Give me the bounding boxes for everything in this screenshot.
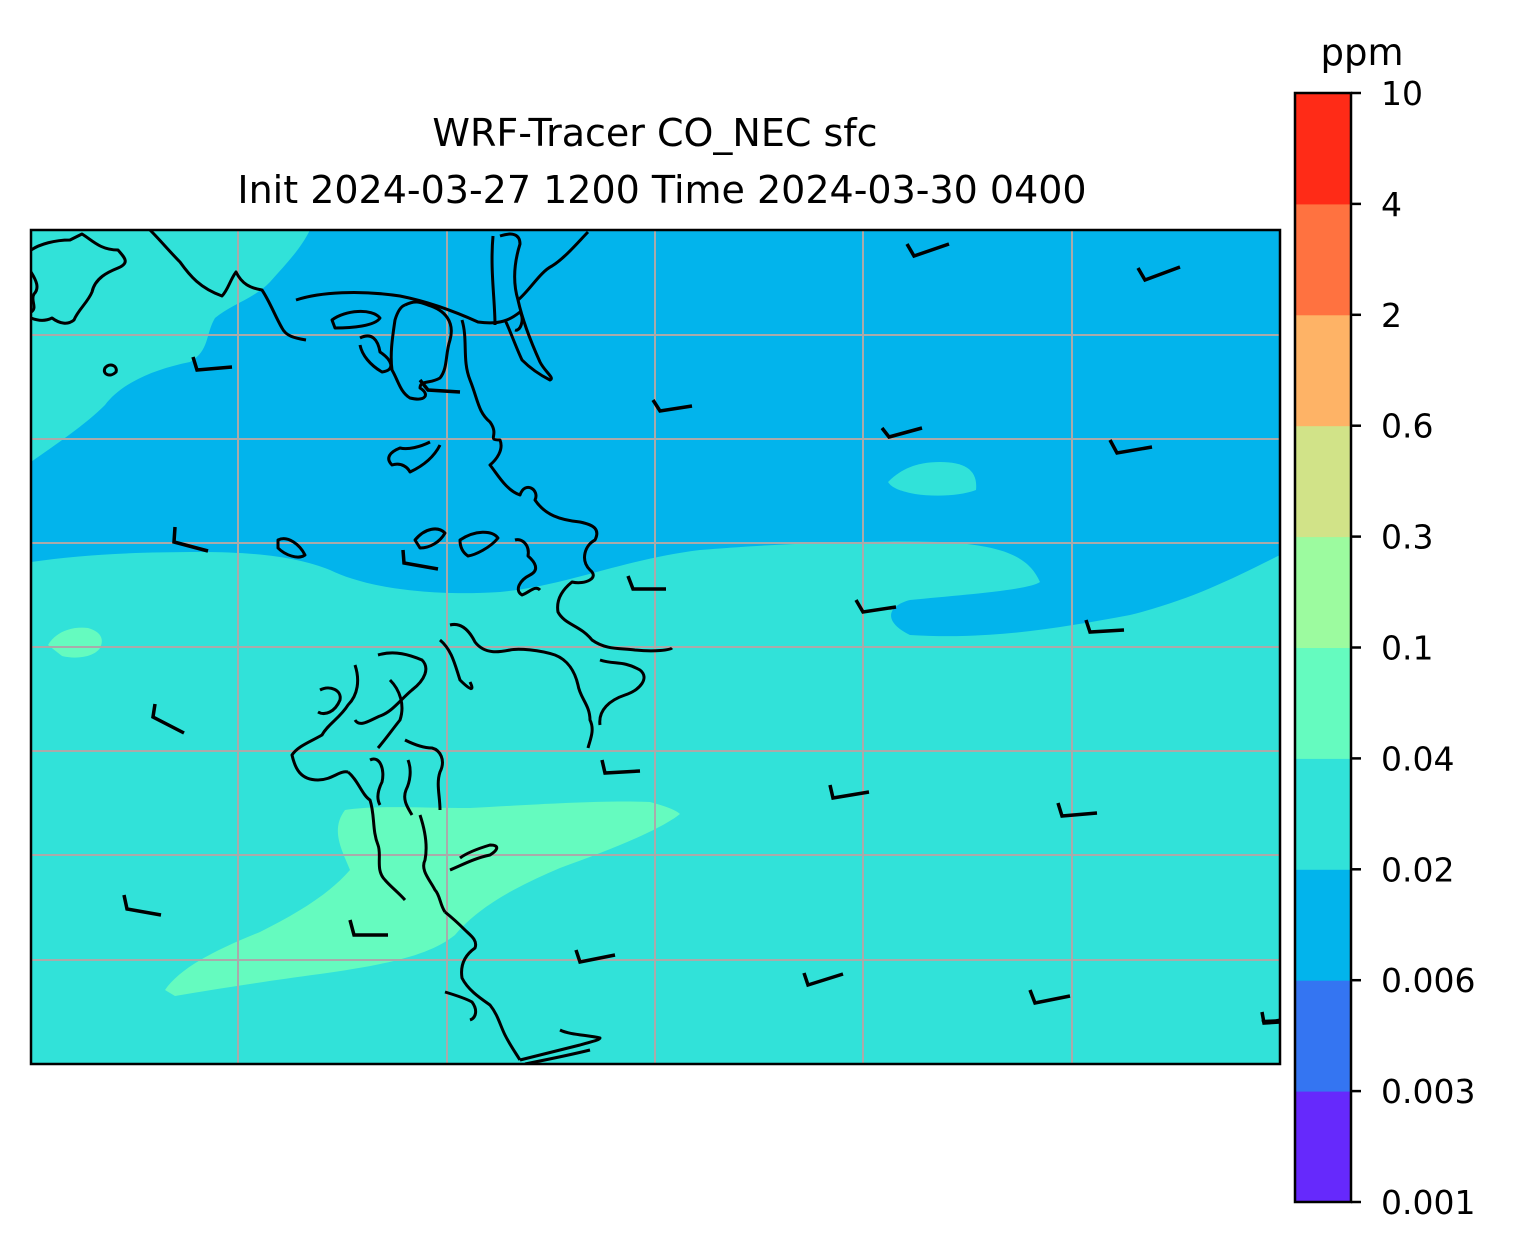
coastline-islet-2 bbox=[102, 363, 118, 377]
coastline-north-mainland bbox=[31, 232, 127, 325]
coastline-south-peninsula bbox=[438, 638, 474, 690]
colorbar-band bbox=[1295, 425, 1351, 538]
coastline-inlet-3 bbox=[418, 814, 447, 913]
colorbar-band bbox=[1295, 980, 1351, 1092]
coastline-inlet-2 bbox=[403, 759, 414, 816]
coastline-islet-1 bbox=[330, 310, 382, 330]
map-panel bbox=[31, 230, 1280, 1064]
colorbar-tick-label: 4 bbox=[1381, 185, 1402, 224]
coastline-fjord-3 bbox=[317, 686, 342, 715]
colorbar-band bbox=[1295, 536, 1351, 648]
colorbar-tick-label: 0.1 bbox=[1381, 629, 1433, 668]
small-patch-west bbox=[48, 627, 102, 658]
wind-barb bbox=[1084, 619, 1125, 634]
title-line-1: WRF-Tracer CO_NEC sfc bbox=[432, 111, 877, 155]
coastline-cape bbox=[519, 1028, 602, 1062]
coastline-islet-5 bbox=[276, 537, 307, 559]
wind-barb bbox=[172, 526, 209, 553]
wind-barb bbox=[651, 399, 693, 413]
map-frame bbox=[29, 228, 1282, 1066]
colorbar-band bbox=[1295, 203, 1351, 316]
coastlines bbox=[31, 230, 1280, 1064]
wind-barb bbox=[122, 894, 162, 917]
colorbar-band bbox=[1295, 758, 1351, 870]
wind-barb bbox=[880, 426, 923, 439]
coastline-fjord-1 bbox=[353, 651, 428, 725]
coastline-river-1 bbox=[490, 235, 497, 326]
wind-barb bbox=[418, 378, 461, 394]
coastline-fjord-4 bbox=[376, 678, 404, 749]
colorbar-tick-label: 0.6 bbox=[1381, 407, 1433, 446]
wind-barb bbox=[348, 919, 388, 937]
wind-barb bbox=[191, 356, 233, 372]
coastline-channel-main bbox=[389, 300, 453, 401]
colorbar-band bbox=[1295, 869, 1351, 981]
colorbar-band bbox=[1295, 93, 1351, 205]
wind-barb bbox=[574, 949, 616, 965]
colorbar-tick-label: 10 bbox=[1381, 74, 1423, 113]
wind-barb bbox=[802, 972, 844, 988]
coastline-fjord-5 bbox=[404, 738, 444, 811]
title-line-2: Init 2024-03-27 1200 Time 2024-03-30 040… bbox=[237, 168, 1086, 212]
colorbar: 0.001 0.003 0.006 0.02 0.04 0.1 0.3 0.6 2 4 10 ppm bbox=[1293, 31, 1475, 1222]
gridlines bbox=[31, 230, 1280, 1064]
colorbar-tick-label: 0.3 bbox=[1381, 518, 1433, 557]
small-patch-east bbox=[888, 462, 977, 496]
colorbar-tick-label: 0.003 bbox=[1381, 1072, 1475, 1111]
coastline-small-bay bbox=[444, 990, 478, 1022]
wind-barb bbox=[626, 575, 666, 591]
wind-barb bbox=[1260, 1011, 1280, 1025]
wind-barb bbox=[1056, 802, 1098, 818]
wind-barb bbox=[600, 759, 641, 775]
coastline-east-peninsula bbox=[460, 319, 674, 653]
coastline-coast-cove bbox=[598, 658, 646, 726]
plume-region bbox=[165, 801, 680, 996]
colorbar-tick-label: 0.04 bbox=[1381, 739, 1454, 778]
wind-barb bbox=[1028, 989, 1071, 1006]
wind-barb bbox=[828, 784, 870, 800]
wind-barbs bbox=[122, 242, 1280, 1025]
coastline-river-delta bbox=[449, 843, 499, 872]
coastline-south-coast bbox=[444, 910, 522, 1061]
coastline-islet-4 bbox=[458, 530, 500, 558]
colorbar-band bbox=[1295, 314, 1351, 427]
wind-barb bbox=[151, 703, 185, 735]
colorbar-tick-label: 2 bbox=[1381, 296, 1402, 335]
wind-barb bbox=[401, 549, 439, 571]
wind-barb bbox=[1108, 439, 1153, 455]
coastline-north-inlet bbox=[31, 271, 39, 314]
coastline-tongue bbox=[387, 440, 442, 474]
colorbar-bands bbox=[1295, 93, 1351, 1203]
colorbar-band bbox=[1295, 647, 1351, 759]
coastline-river-3 bbox=[517, 230, 590, 302]
colorbar-tick-label: 0.02 bbox=[1381, 850, 1454, 889]
colorbar-tick-label: 0.006 bbox=[1381, 961, 1475, 1000]
coastline-islet-3 bbox=[413, 527, 447, 550]
colorbar-ticks: 0.001 0.003 0.006 0.02 0.04 0.1 0.3 0.6 2 4 10 bbox=[1351, 74, 1475, 1222]
coastline-river-2 bbox=[499, 232, 553, 382]
wind-barb bbox=[1136, 265, 1181, 283]
coastline-south-shore bbox=[449, 622, 594, 749]
wind-barb bbox=[854, 599, 897, 614]
colorbar-unit-label: ppm bbox=[1320, 31, 1403, 74]
upper-left-region bbox=[31, 230, 310, 462]
coastline-west-coast bbox=[346, 770, 407, 901]
coastline-islet-6 bbox=[514, 538, 542, 597]
colorbar-tick-label: 0.001 bbox=[1381, 1183, 1475, 1222]
coastline-inlet-1 bbox=[369, 757, 385, 806]
wind-barb bbox=[905, 242, 950, 259]
coastline-north-peninsula bbox=[148, 230, 307, 342]
coastline-fjord-2 bbox=[290, 664, 360, 782]
colorbar-band bbox=[1295, 1091, 1351, 1203]
